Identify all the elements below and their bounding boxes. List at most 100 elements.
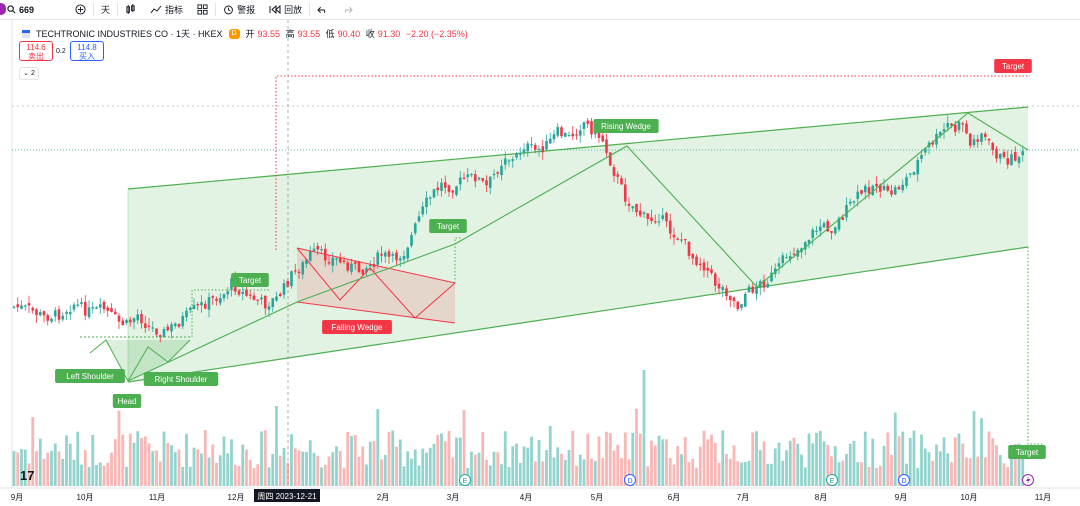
symbol-search-button[interactable]: 669	[0, 0, 41, 19]
candle-body	[672, 234, 676, 238]
candle-body	[556, 127, 560, 136]
alerts-button[interactable]: 警报	[216, 0, 262, 19]
falling-wedge-tag-text: Falling Wedge	[332, 323, 384, 332]
grid-icon	[197, 4, 208, 15]
buy-button[interactable]: 114.8 买入	[70, 41, 104, 61]
candle-body	[676, 238, 680, 240]
candle-body	[740, 304, 743, 308]
volume-bar	[327, 456, 331, 486]
volume-bar	[533, 461, 537, 486]
head-shoulders-area	[105, 340, 190, 381]
candle-body	[331, 257, 335, 266]
candle-body	[267, 306, 271, 310]
candle-body	[117, 315, 121, 322]
top-toolbar: 669 天 指标 警报	[0, 0, 1080, 20]
candle-body	[166, 326, 170, 331]
falling-wedge-area	[297, 248, 455, 323]
event-marker-d: D	[624, 474, 636, 486]
avatar[interactable]	[0, 3, 6, 15]
volume-bar	[481, 432, 485, 486]
volume-bar	[860, 462, 863, 486]
candle-body	[931, 142, 935, 145]
volume-bar	[743, 461, 747, 486]
volume-bar	[766, 463, 770, 486]
candle-body	[440, 182, 443, 191]
candle-body	[1010, 154, 1013, 166]
volume-bar	[1013, 443, 1017, 486]
toolbar-divider	[93, 3, 95, 16]
candle-body	[263, 295, 267, 309]
compare-symbol-button[interactable]	[41, 0, 93, 19]
candle-body	[702, 262, 706, 271]
volume-bar	[188, 466, 192, 486]
candle-body	[650, 217, 653, 222]
undo-button[interactable]	[310, 0, 335, 19]
volume-bar	[597, 436, 601, 486]
candle-body	[368, 264, 372, 267]
volume-bar	[211, 444, 215, 486]
volume-bar	[353, 434, 357, 486]
high-value: 93.55	[297, 29, 321, 39]
legend-title[interactable]: TECHTRONIC INDUSTRIES CO · 1天 · HKEX	[36, 29, 223, 39]
volume-bar	[80, 464, 83, 486]
volume-bar	[222, 436, 226, 486]
candle-body	[830, 231, 833, 233]
replay-label: 回放	[284, 5, 303, 15]
replay-button[interactable]: 回放	[262, 0, 309, 19]
candle-body	[162, 329, 166, 338]
candle-body	[278, 293, 282, 297]
candle-body	[320, 249, 323, 251]
event-label: D	[901, 478, 906, 485]
candle-body	[462, 177, 466, 179]
candle-body	[743, 293, 747, 307]
x-tick-label: 6月	[668, 493, 680, 502]
volume-bar	[803, 467, 807, 486]
candle-body	[282, 283, 286, 295]
event-circle	[826, 474, 838, 486]
volume-bar	[890, 454, 893, 486]
candle-body	[1021, 151, 1025, 156]
candle-body	[965, 123, 968, 134]
redo-button[interactable]	[335, 0, 360, 19]
candle-body	[361, 269, 365, 275]
candle-body	[365, 268, 368, 273]
volume-bar	[485, 459, 488, 486]
candle-body	[762, 280, 766, 288]
candle-body	[38, 311, 42, 316]
candle-body	[410, 234, 413, 246]
candle-body	[20, 305, 23, 309]
indicators-button[interactable]: 指标	[143, 0, 190, 19]
volume-bar	[241, 444, 245, 486]
candle-body	[402, 255, 406, 260]
candle-body	[275, 296, 278, 301]
interval-button[interactable]: 天	[94, 0, 117, 19]
candle-body	[327, 262, 331, 264]
candle-body	[642, 212, 646, 215]
candle-body	[867, 187, 871, 194]
volume-bar	[173, 452, 177, 486]
candle-body	[781, 255, 785, 264]
sell-button[interactable]: 114.6 卖出	[19, 41, 53, 61]
volume-bar	[957, 433, 961, 486]
candle-body	[50, 318, 53, 322]
volume-bar	[35, 451, 38, 486]
candle-body	[882, 185, 886, 191]
volume-bar	[155, 450, 158, 486]
volume-bar	[147, 443, 151, 486]
trend-zigzag	[127, 112, 1029, 382]
collapse-indicators-button[interactable]: ⌄ 2	[19, 67, 39, 80]
chevron-down-icon: ⌄	[23, 70, 29, 77]
volume-bar	[181, 466, 185, 486]
layouts-button[interactable]	[190, 0, 215, 19]
volume-bar	[672, 464, 676, 486]
volume-bar	[402, 466, 406, 486]
candle-body	[12, 306, 16, 308]
chart-type-button[interactable]	[118, 0, 143, 19]
candle-body	[860, 190, 863, 194]
spread-value: 0.2	[56, 48, 66, 55]
volume-bar	[252, 467, 256, 486]
candle-body	[687, 241, 691, 256]
candle-body	[188, 307, 192, 311]
candle-body	[443, 182, 447, 188]
